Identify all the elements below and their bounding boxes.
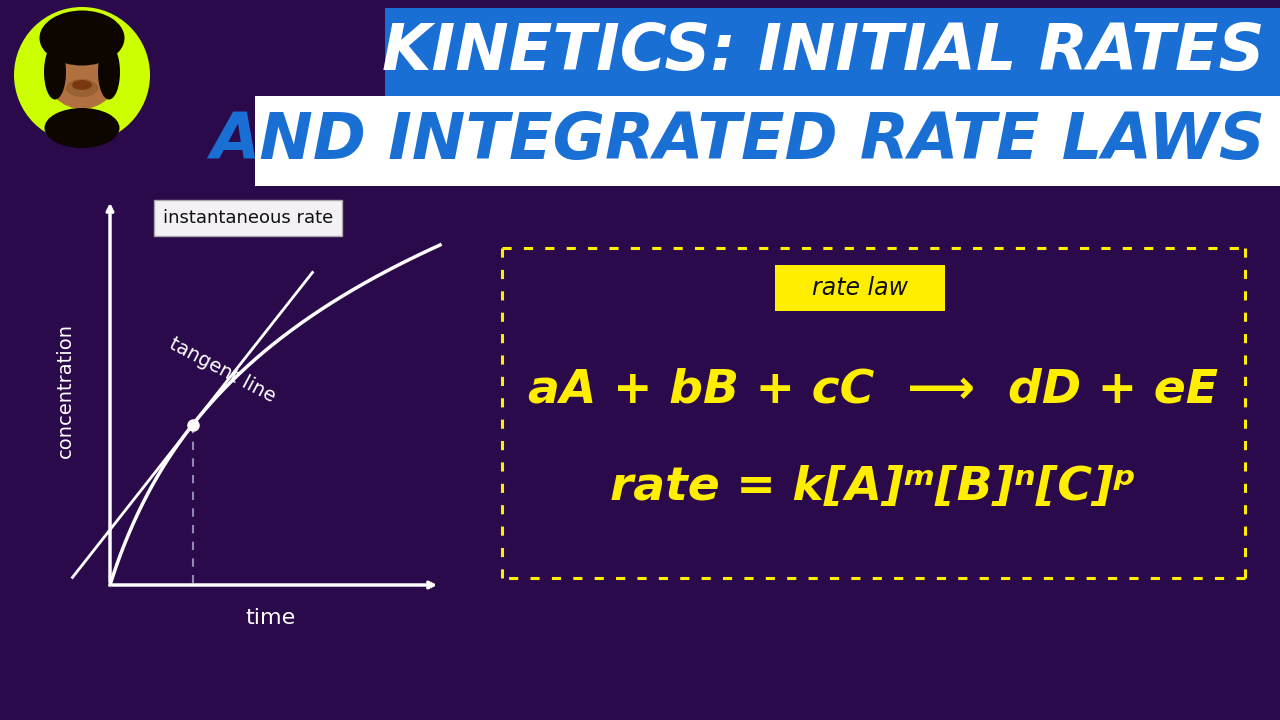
Text: instantaneous rate: instantaneous rate — [163, 209, 333, 227]
Text: rate = k[A]ᵐ[B]ⁿ[C]ᵖ: rate = k[A]ᵐ[B]ⁿ[C]ᵖ — [609, 466, 1137, 510]
Text: aA + bB + cC  ⟶  dD + eE: aA + bB + cC ⟶ dD + eE — [529, 367, 1219, 413]
Ellipse shape — [40, 11, 124, 66]
Text: rate law: rate law — [812, 276, 908, 300]
Ellipse shape — [45, 108, 119, 148]
Text: concentration: concentration — [55, 323, 74, 457]
Text: tangent line: tangent line — [166, 334, 279, 406]
Bar — [774, 265, 945, 311]
Bar — [255, 96, 1280, 186]
Text: KINETICS: INITIAL RATES: KINETICS: INITIAL RATES — [383, 21, 1265, 83]
Circle shape — [45, 35, 119, 109]
Text: AND INTEGRATED RATE LAWS: AND INTEGRATED RATE LAWS — [210, 110, 1265, 172]
Bar — [385, 8, 1280, 96]
Ellipse shape — [99, 45, 120, 99]
Text: time: time — [244, 608, 296, 628]
Circle shape — [14, 7, 150, 143]
Ellipse shape — [67, 79, 99, 97]
Ellipse shape — [44, 45, 67, 99]
Ellipse shape — [72, 80, 92, 90]
